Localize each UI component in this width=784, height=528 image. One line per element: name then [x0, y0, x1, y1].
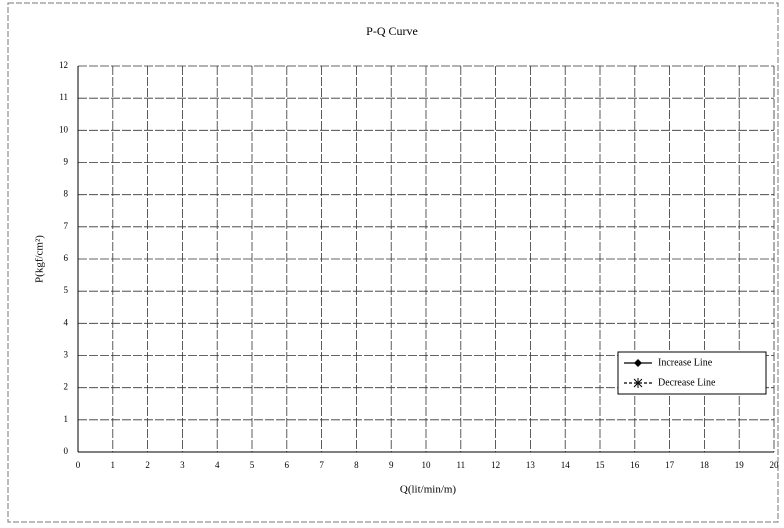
- x-tick-label: 1: [111, 460, 116, 470]
- y-tick-label: 3: [64, 350, 69, 360]
- legend-marker: [634, 359, 642, 367]
- y-tick-label: 1: [64, 414, 69, 424]
- x-axis-title: Q(lit/min/m): [400, 484, 457, 496]
- chart-title: P-Q Curve: [366, 24, 418, 38]
- legend-marker: [633, 378, 643, 388]
- y-tick-label: 12: [59, 60, 68, 70]
- y-axis-title: P(kgf/cm²): [34, 235, 46, 283]
- chart-border: [7, 2, 779, 523]
- y-tick-label: 9: [64, 157, 69, 167]
- y-tick-label: 4: [64, 317, 69, 327]
- x-tick-label: 14: [561, 460, 571, 470]
- x-tick-label: 18: [700, 460, 710, 470]
- x-tick-label: 10: [422, 460, 432, 470]
- legend-box: [617, 351, 767, 395]
- x-tick-label: 2: [145, 460, 150, 470]
- y-tick-label: 8: [64, 189, 69, 199]
- x-tick-label: 20: [770, 460, 780, 470]
- x-tick-label: 7: [319, 460, 324, 470]
- y-tick-label: 0: [64, 446, 69, 456]
- x-tick-label: 0: [76, 460, 81, 470]
- x-tick-label: 12: [491, 460, 500, 470]
- y-tick-label: 6: [64, 253, 69, 263]
- x-tick-label: 3: [180, 460, 185, 470]
- x-tick-label: 5: [250, 460, 255, 470]
- x-tick-label: 4: [215, 460, 220, 470]
- x-tick-label: 8: [354, 460, 359, 470]
- y-tick-label: 7: [64, 221, 69, 231]
- x-tick-label: 15: [596, 460, 606, 470]
- x-tick-label: 13: [526, 460, 536, 470]
- x-tick-label: 16: [630, 460, 640, 470]
- y-tick-label: 2: [64, 382, 69, 392]
- x-tick-label: 19: [735, 460, 745, 470]
- x-tick-label: 17: [665, 460, 675, 470]
- x-tick-label: 9: [389, 460, 394, 470]
- y-tick-label: 10: [59, 124, 69, 134]
- legend-label: Decrease Line: [658, 377, 716, 388]
- legend-label: Increase Line: [658, 357, 713, 368]
- y-tick-label: 11: [59, 92, 68, 102]
- x-tick-label: 11: [456, 460, 465, 470]
- y-tick-label: 5: [64, 285, 69, 295]
- x-tick-label: 6: [285, 460, 290, 470]
